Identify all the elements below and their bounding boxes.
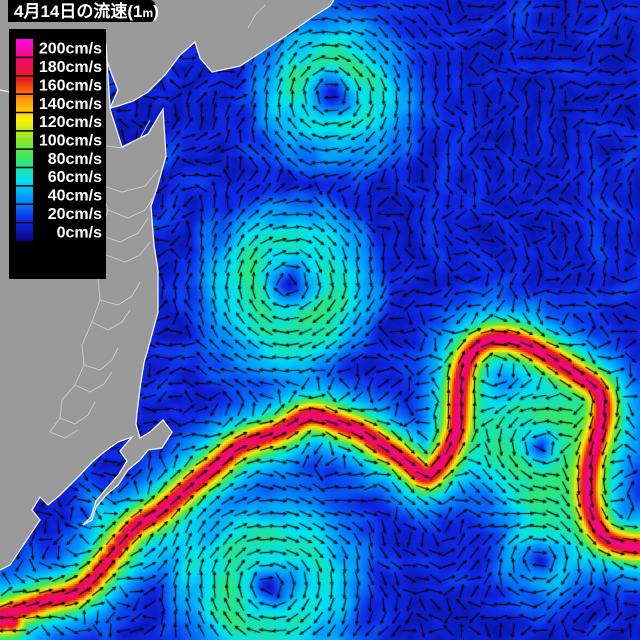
svg-text:200cm/s: 200cm/s [39, 41, 102, 58]
svg-text:140cm/s: 140cm/s [39, 96, 102, 113]
svg-text:160cm/s: 160cm/s [39, 77, 102, 94]
svg-text:40cm/s: 40cm/s [48, 188, 102, 205]
svg-text:120cm/s: 120cm/s [39, 114, 102, 131]
svg-text:100cm/s: 100cm/s [39, 133, 102, 150]
svg-text:20cm/s: 20cm/s [48, 206, 102, 223]
svg-text:60cm/s: 60cm/s [48, 169, 102, 186]
svg-text:180cm/s: 180cm/s [39, 59, 102, 76]
svg-text:4月14日の流速(1m): 4月14日の流速(1m) [14, 1, 159, 21]
svg-text:80cm/s: 80cm/s [48, 151, 102, 168]
svg-text:0cm/s: 0cm/s [57, 224, 102, 241]
